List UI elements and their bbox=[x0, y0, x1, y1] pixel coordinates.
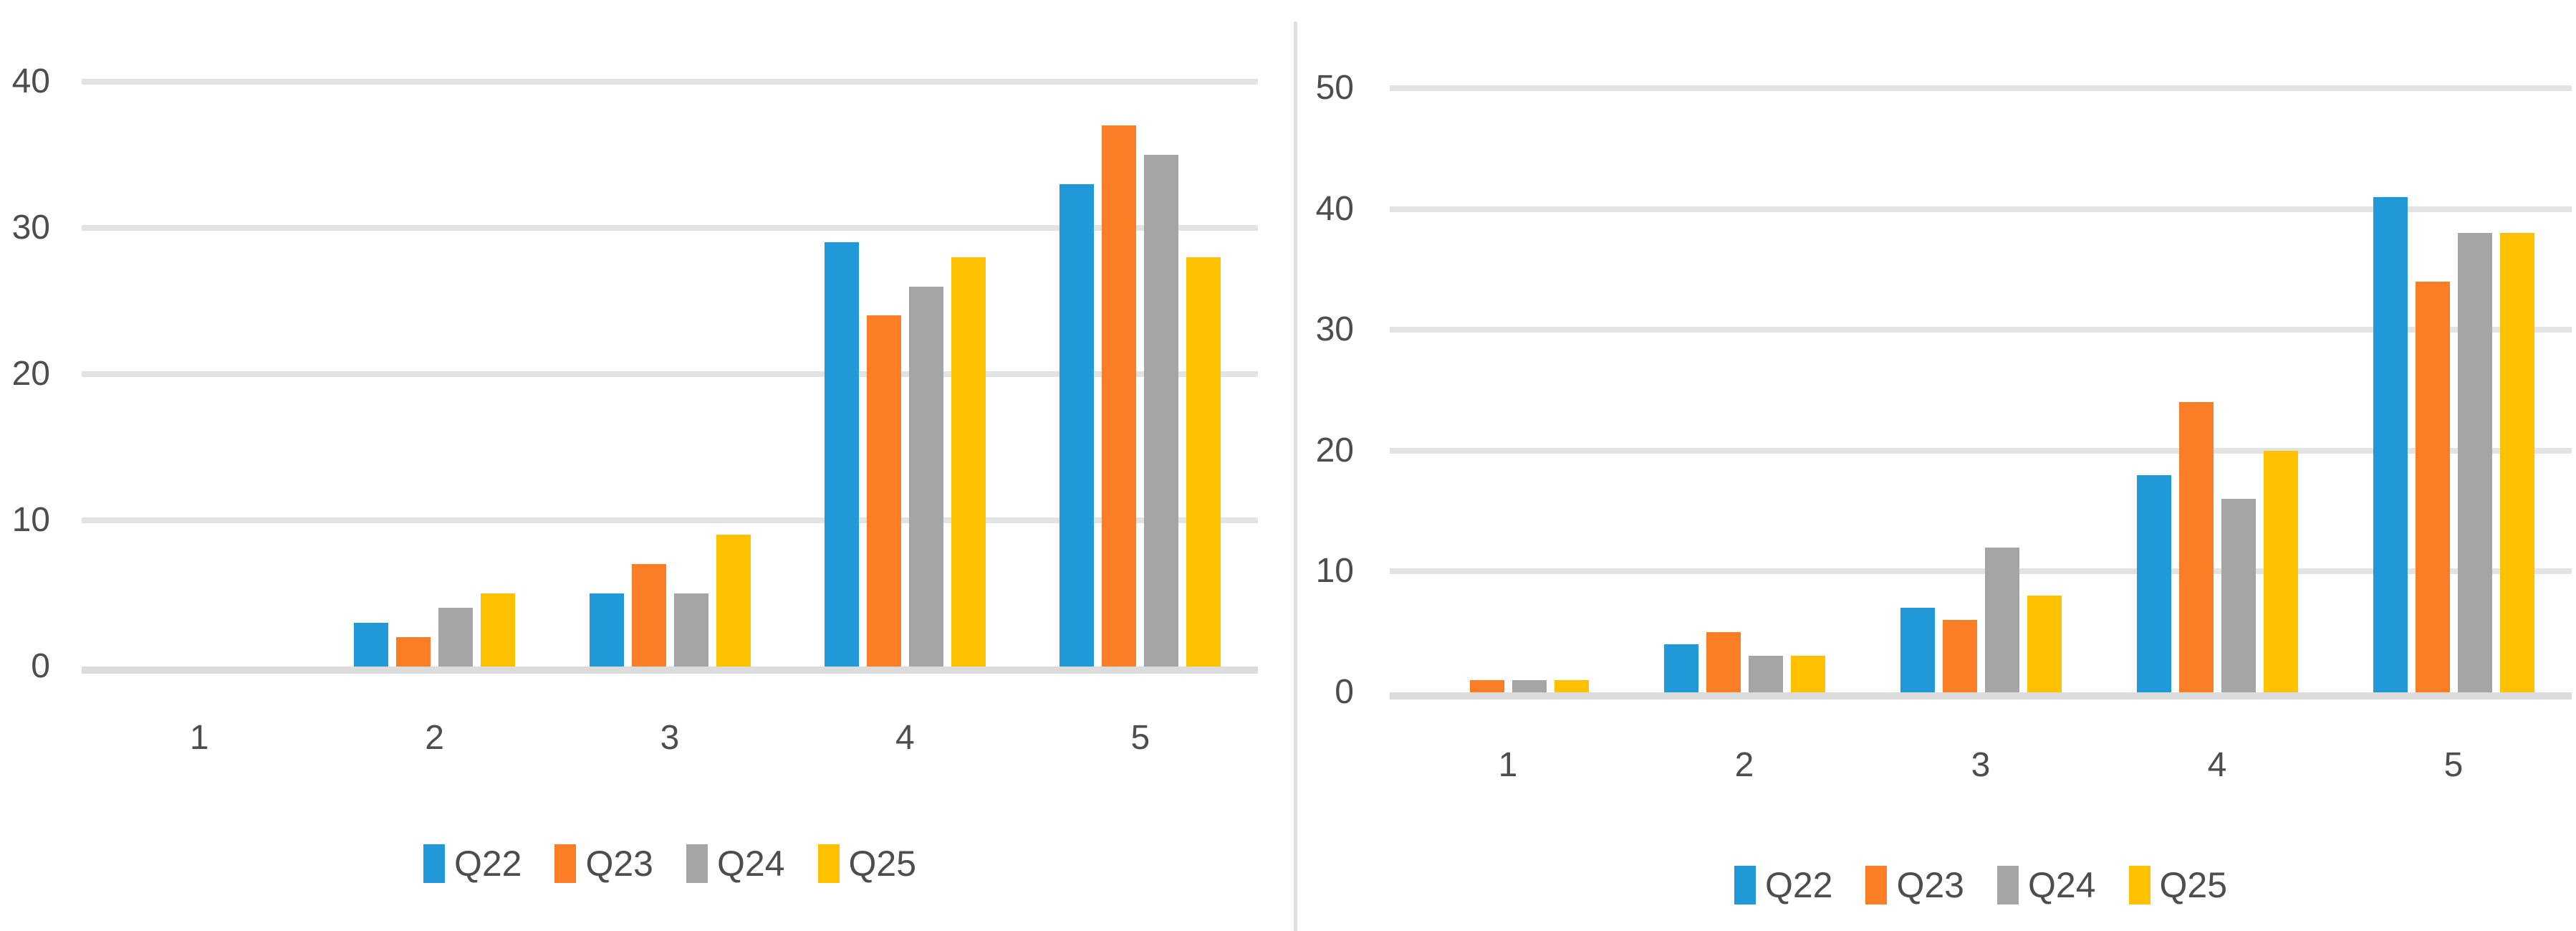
y-tick-label-20: 20 bbox=[1315, 431, 1354, 469]
y-tick-label-30: 30 bbox=[1315, 310, 1354, 349]
x-category-label-5: 5 bbox=[1130, 719, 1150, 757]
bar-Q25-category-5 bbox=[1186, 257, 1221, 667]
y-tick-label-10: 10 bbox=[11, 501, 50, 539]
x-category-label-4: 4 bbox=[895, 719, 915, 757]
y-tick-label-40: 40 bbox=[11, 62, 50, 100]
bar-Q23-category-1 bbox=[1469, 680, 1504, 692]
bar-Q24-category-2 bbox=[438, 608, 474, 667]
bar-Q23-category-3 bbox=[631, 564, 666, 667]
legend-item-Q24: Q24 bbox=[1997, 866, 2096, 904]
bar-Q25-category-4 bbox=[2263, 450, 2298, 692]
y-tick-label-10: 10 bbox=[1315, 552, 1354, 591]
legend-marker-q25-swatch bbox=[817, 844, 840, 883]
x-category-label-3: 3 bbox=[1971, 746, 1991, 784]
bar-Q23-category-4 bbox=[2178, 402, 2214, 692]
bar-Q22-category-5 bbox=[1059, 183, 1095, 667]
x-category-label-5: 5 bbox=[2443, 746, 2464, 784]
bar-Q23-category-2 bbox=[1706, 631, 1741, 692]
legend-label-Q24: Q24 bbox=[2028, 865, 2096, 905]
legend-marker-q23-swatch bbox=[1865, 866, 1888, 904]
y-tick-label-40: 40 bbox=[1315, 189, 1354, 228]
legend-label-Q22: Q22 bbox=[453, 844, 522, 884]
gridline-y30 bbox=[82, 225, 1258, 231]
x-category-label-1: 1 bbox=[189, 719, 209, 757]
legend: Q22 Q23 Q24 Q25 bbox=[1390, 866, 2572, 904]
x-category-label-2: 2 bbox=[1734, 746, 1754, 784]
bar-Q25-category-1 bbox=[1554, 680, 1589, 692]
bar-Q24-category-1 bbox=[1512, 680, 1547, 692]
legend-marker-q23-swatch bbox=[554, 844, 577, 883]
y-tick-label-50: 50 bbox=[1315, 69, 1354, 107]
bar-Q25-category-3 bbox=[2027, 596, 2062, 692]
bar-Q25-category-2 bbox=[481, 593, 516, 667]
legend-label-Q23: Q23 bbox=[585, 844, 653, 884]
legend-item-Q22: Q22 bbox=[423, 844, 522, 883]
bar-Q23-category-4 bbox=[866, 315, 901, 667]
legend-marker-q22-swatch bbox=[423, 844, 445, 883]
bar-Q22-category-2 bbox=[1663, 644, 1698, 692]
x-axis-line bbox=[82, 667, 1258, 674]
gridline-y50 bbox=[1390, 85, 2572, 91]
vertical-divider bbox=[1294, 22, 1297, 931]
legend-item-Q23: Q23 bbox=[554, 844, 653, 883]
legend-label-Q24: Q24 bbox=[717, 844, 785, 884]
gridline-y30 bbox=[1390, 327, 2572, 333]
bar-Q25-category-4 bbox=[951, 257, 986, 667]
y-tick-label-30: 30 bbox=[11, 209, 50, 247]
gridline-y20 bbox=[1390, 447, 2572, 454]
x-category-label-3: 3 bbox=[660, 719, 680, 757]
y-tick-label-20: 20 bbox=[11, 355, 50, 393]
y-tick-label-0: 0 bbox=[1335, 673, 1354, 711]
legend-marker-q22-swatch bbox=[1734, 866, 1756, 904]
bar-Q22-category-5 bbox=[2373, 196, 2408, 692]
legend: Q22 Q23 Q24 Q25 bbox=[82, 844, 1258, 883]
gridline-y40 bbox=[1390, 206, 2572, 212]
bar-Q25-category-5 bbox=[2499, 233, 2534, 692]
bar-Q24-category-3 bbox=[1984, 547, 2019, 692]
bar-Q24-category-4 bbox=[2221, 499, 2256, 692]
legend-label-Q25: Q25 bbox=[848, 844, 917, 884]
x-axis-line bbox=[1390, 692, 2572, 700]
legend-item-Q22: Q22 bbox=[1734, 865, 1833, 905]
bar-Q23-category-2 bbox=[396, 637, 431, 667]
legend-label-Q23: Q23 bbox=[1896, 865, 1964, 905]
bar-Q25-category-3 bbox=[716, 535, 751, 667]
x-category-label-4: 4 bbox=[2207, 746, 2227, 784]
bar-Q22-category-4 bbox=[824, 242, 859, 667]
bar-Q22-category-3 bbox=[1900, 607, 1935, 692]
legend-item-Q25: Q25 bbox=[2128, 865, 2228, 905]
bar-Q24-category-4 bbox=[908, 286, 943, 667]
bar-Q22-category-3 bbox=[589, 593, 624, 667]
gridline-y10 bbox=[82, 517, 1258, 523]
gridline-y20 bbox=[82, 371, 1258, 377]
bar-Q24-category-3 bbox=[673, 593, 708, 667]
bar-Q23-category-5 bbox=[2415, 281, 2450, 692]
bar-Q25-category-2 bbox=[1790, 656, 1825, 692]
bar-Q22-category-4 bbox=[2136, 474, 2171, 692]
bar-Q24-category-2 bbox=[1748, 656, 1783, 692]
bar-Q22-category-2 bbox=[354, 622, 389, 667]
bar-Q24-category-5 bbox=[1144, 155, 1179, 667]
gridline-y40 bbox=[82, 79, 1258, 85]
legend-label-Q25: Q25 bbox=[2159, 865, 2228, 905]
legend-item-Q25: Q25 bbox=[817, 844, 917, 884]
legend-marker-q25-swatch bbox=[2128, 866, 2150, 904]
gridline-y10 bbox=[1390, 568, 2572, 575]
bar-Q23-category-3 bbox=[1942, 619, 1977, 692]
x-category-label-2: 2 bbox=[425, 719, 444, 757]
y-tick-label-0: 0 bbox=[31, 647, 50, 685]
legend-item-Q24: Q24 bbox=[686, 844, 785, 883]
bar-Q23-category-5 bbox=[1102, 125, 1137, 667]
x-category-label-1: 1 bbox=[1498, 746, 1518, 784]
legend-label-Q22: Q22 bbox=[1764, 865, 1833, 905]
legend-marker-q24-swatch bbox=[686, 844, 708, 883]
legend-item-Q23: Q23 bbox=[1865, 866, 1964, 904]
legend-marker-q24-swatch bbox=[1997, 866, 2019, 904]
bar-Q24-category-5 bbox=[2457, 233, 2492, 692]
